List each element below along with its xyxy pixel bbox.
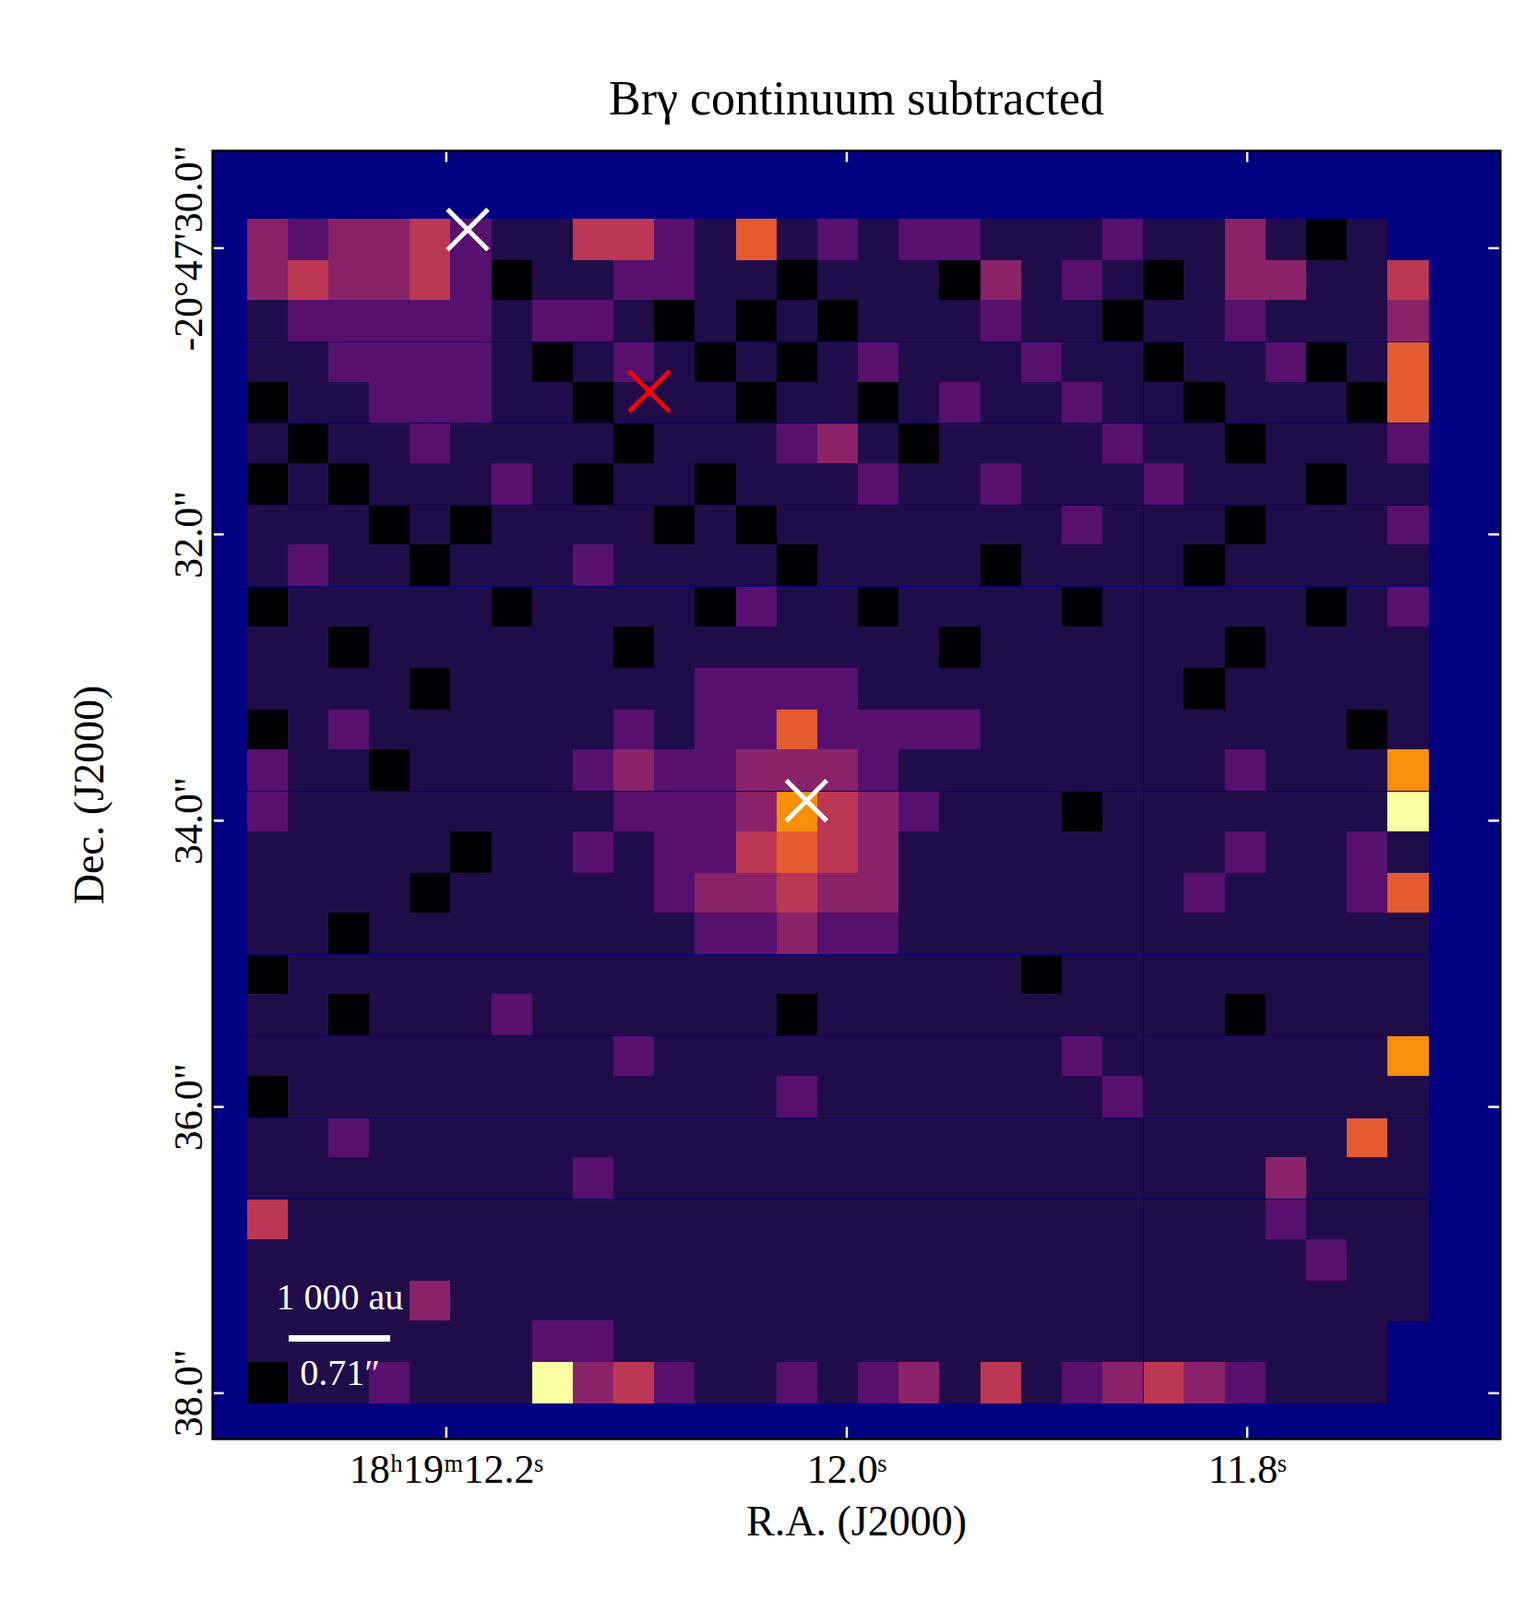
svg-text:R.A. (J2000): R.A. (J2000) bbox=[746, 1497, 967, 1545]
svg-text:0.71″: 0.71″ bbox=[299, 1351, 381, 1393]
svg-text:38.0": 38.0" bbox=[166, 1348, 212, 1437]
svg-text:Brγ continuum subtracted: Brγ continuum subtracted bbox=[608, 71, 1105, 125]
svg-text:18ʰ19ᵐ12.2ˢ: 18ʰ19ᵐ12.2ˢ bbox=[349, 1446, 544, 1492]
svg-text:11.8ˢ: 11.8ˢ bbox=[1208, 1446, 1287, 1492]
svg-text:12.0ˢ: 12.0ˢ bbox=[807, 1446, 887, 1492]
svg-text:-20°47'30.0": -20°47'30.0" bbox=[166, 144, 212, 351]
svg-text:36.0": 36.0" bbox=[166, 1062, 212, 1151]
svg-text:34.0": 34.0" bbox=[166, 776, 212, 865]
svg-text:Dec. (J2000): Dec. (J2000) bbox=[65, 685, 113, 905]
svg-text:1 000 au: 1 000 au bbox=[276, 1275, 405, 1318]
svg-text:32.0": 32.0" bbox=[166, 490, 212, 579]
